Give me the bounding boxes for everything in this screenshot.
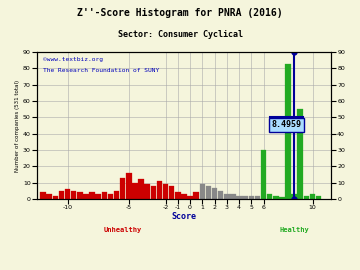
Bar: [53, 196, 58, 199]
Bar: [273, 196, 279, 199]
Bar: [46, 194, 52, 199]
Bar: [83, 194, 89, 199]
Bar: [138, 179, 144, 199]
Bar: [193, 193, 199, 199]
Bar: [95, 194, 101, 199]
Bar: [40, 193, 46, 199]
Bar: [77, 193, 82, 199]
Text: Healthy: Healthy: [279, 227, 309, 233]
Bar: [267, 194, 273, 199]
Bar: [248, 196, 254, 199]
Bar: [187, 196, 193, 199]
Bar: [71, 191, 76, 199]
Bar: [181, 194, 186, 199]
Bar: [163, 184, 168, 199]
Bar: [291, 194, 297, 199]
Bar: [132, 183, 138, 199]
Bar: [157, 181, 162, 199]
Bar: [279, 197, 285, 199]
Text: ©www.textbiz.org: ©www.textbiz.org: [43, 56, 103, 62]
Bar: [65, 189, 70, 199]
Bar: [316, 196, 321, 199]
Text: Unhealthy: Unhealthy: [104, 227, 142, 233]
X-axis label: Score: Score: [171, 212, 197, 221]
Bar: [102, 193, 107, 199]
Bar: [255, 196, 260, 199]
Bar: [212, 187, 217, 199]
Bar: [303, 196, 309, 199]
Bar: [120, 178, 125, 199]
Bar: [310, 194, 315, 199]
Bar: [175, 193, 180, 199]
Bar: [285, 63, 291, 199]
Text: 8.4959: 8.4959: [271, 120, 301, 129]
Text: The Research Foundation of SUNY: The Research Foundation of SUNY: [43, 68, 159, 73]
Bar: [236, 196, 242, 199]
Bar: [169, 186, 174, 199]
Bar: [242, 196, 248, 199]
Bar: [59, 191, 64, 199]
Text: Sector: Consumer Cyclical: Sector: Consumer Cyclical: [117, 30, 243, 39]
Bar: [126, 173, 131, 199]
Bar: [144, 184, 150, 199]
Y-axis label: Number of companies (531 total): Number of companies (531 total): [15, 79, 20, 171]
Bar: [297, 109, 303, 199]
Bar: [230, 194, 236, 199]
Bar: [114, 191, 119, 199]
Bar: [261, 150, 266, 199]
Bar: [224, 194, 230, 199]
Bar: [150, 186, 156, 199]
Bar: [218, 191, 224, 199]
Bar: [199, 184, 205, 199]
Bar: [108, 194, 113, 199]
Text: Z''-Score Histogram for PNRA (2016): Z''-Score Histogram for PNRA (2016): [77, 8, 283, 18]
Bar: [206, 186, 211, 199]
Bar: [89, 193, 95, 199]
